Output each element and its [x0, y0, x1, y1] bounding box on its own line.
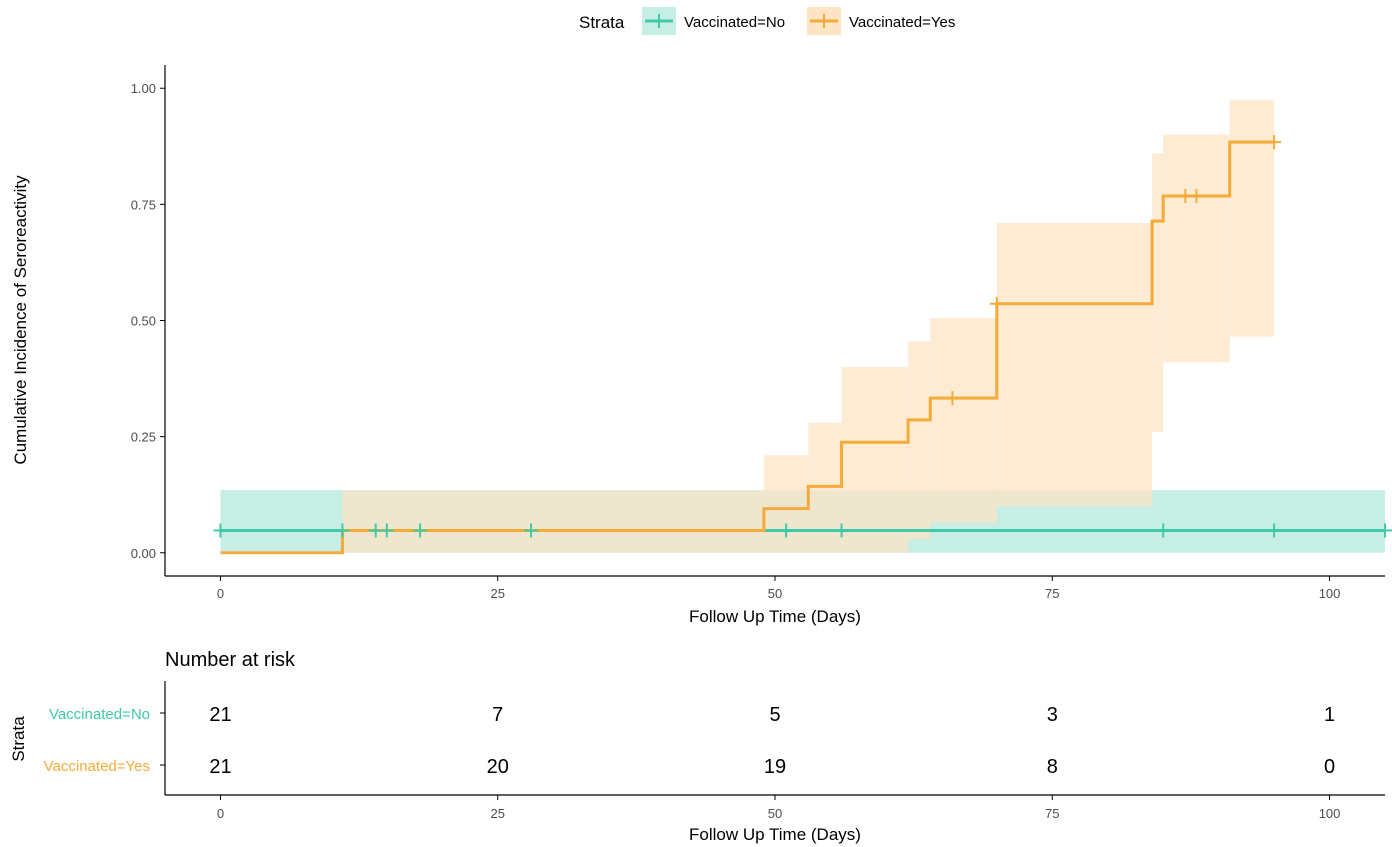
censor-marks — [213, 135, 1392, 538]
x-tick-label: 25 — [490, 586, 504, 601]
y-axis-title: Cumulative Incidence of Seroreactivity — [11, 175, 30, 465]
risk-x-tick-label: 50 — [768, 806, 782, 821]
risk-count: 1 — [1324, 704, 1335, 726]
risk-table: Number at risk Vaccinated=No 21 7 5 3 1Vaccin… — [9, 649, 1385, 844]
legend-item-no: Vaccinated=No — [642, 7, 785, 35]
x-axis-ticks: 0 25 50 75 100 — [217, 576, 1341, 601]
risk-x-axis-title: Follow Up Time (Days) — [689, 825, 861, 844]
y-axis-ticks: 0.00 0.25 0.50 0.75 1.00 — [131, 81, 165, 561]
censor-mark — [524, 523, 538, 538]
censor-mark — [213, 523, 228, 538]
x-tick-label: 75 — [1045, 586, 1059, 601]
x-tick-label: 0 — [217, 586, 224, 601]
censor-mark — [834, 523, 849, 538]
censor-mark — [1267, 135, 1282, 150]
censor-mark — [989, 296, 1004, 311]
risk-count: 3 — [1047, 704, 1058, 726]
risk-row-label: Vaccinated=Yes — [44, 758, 150, 775]
band-yes — [342, 99, 1275, 553]
band-segment — [996, 222, 1153, 507]
y-tick-label: 0.75 — [131, 197, 156, 212]
risk-count: 19 — [764, 756, 786, 778]
risk-row-yes: Vaccinated=Yes 21 20 19 8 0 — [44, 756, 1335, 778]
censor-mark — [413, 523, 428, 538]
censor-mark — [1156, 523, 1171, 538]
band-segment — [908, 341, 931, 539]
risk-y-axis-title: Strata — [9, 716, 28, 762]
censor-mark — [1267, 523, 1282, 538]
risk-count: 21 — [209, 704, 231, 726]
x-axis-title: Follow Up Time (Days) — [689, 607, 861, 626]
legend-label-yes: Vaccinated=Yes — [849, 14, 955, 31]
y-tick-label: 0.00 — [131, 546, 156, 561]
risk-count: 20 — [487, 756, 509, 778]
band-segment — [841, 366, 909, 553]
censor-mark — [779, 523, 794, 538]
censor-mark — [1378, 523, 1392, 538]
y-tick-label: 0.50 — [131, 314, 156, 329]
risk-x-tick-label: 25 — [490, 806, 504, 821]
legend: Strata Vaccinated=No Vaccinated=Yes — [579, 7, 955, 35]
risk-count: 7 — [492, 704, 503, 726]
risk-count: 21 — [209, 756, 231, 778]
band-segment — [763, 455, 809, 553]
main-plot: 0.00 0.25 0.50 0.75 1.00 0 25 50 75 100 Follow U… — [11, 65, 1392, 626]
x-tick-label: 100 — [1319, 586, 1341, 601]
band-segment — [930, 318, 997, 523]
legend-item-yes: Vaccinated=Yes — [807, 7, 955, 35]
risk-row-no: Vaccinated=No 21 7 5 3 1 — [49, 704, 1335, 726]
censor-mark — [1189, 189, 1204, 204]
band-segment — [342, 490, 764, 553]
risk-row-label: Vaccinated=No — [49, 706, 150, 723]
curve-yes — [220, 140, 1275, 555]
risk-count: 8 — [1047, 756, 1058, 778]
censor-mark — [379, 523, 394, 538]
risk-table-title: Number at risk — [165, 649, 296, 671]
risk-count: 5 — [769, 704, 780, 726]
risk-x-tick-label: 75 — [1045, 806, 1059, 821]
y-tick-label: 1.00 — [131, 81, 156, 96]
censor-mark — [945, 391, 960, 406]
y-tick-label: 0.25 — [131, 430, 156, 445]
risk-count: 0 — [1324, 756, 1335, 778]
legend-title: Strata — [579, 13, 625, 32]
risk-x-tick-label: 0 — [217, 806, 224, 821]
band-segment — [1152, 153, 1164, 432]
legend-label-no: Vaccinated=No — [684, 14, 785, 31]
risk-x-tick-label: 100 — [1319, 806, 1341, 821]
risk-rows: Vaccinated=No 21 7 5 3 1 Vaccinated=Yes 21 20 19 8… — [44, 704, 1335, 778]
x-tick-label: 50 — [768, 586, 782, 601]
confidence-bands — [220, 99, 1385, 553]
censor-mark — [335, 523, 350, 538]
band-segment — [1163, 134, 1230, 363]
risk-x-axis-ticks: 0 25 50 75 100 — [217, 795, 1341, 821]
band-segment — [1229, 99, 1275, 337]
